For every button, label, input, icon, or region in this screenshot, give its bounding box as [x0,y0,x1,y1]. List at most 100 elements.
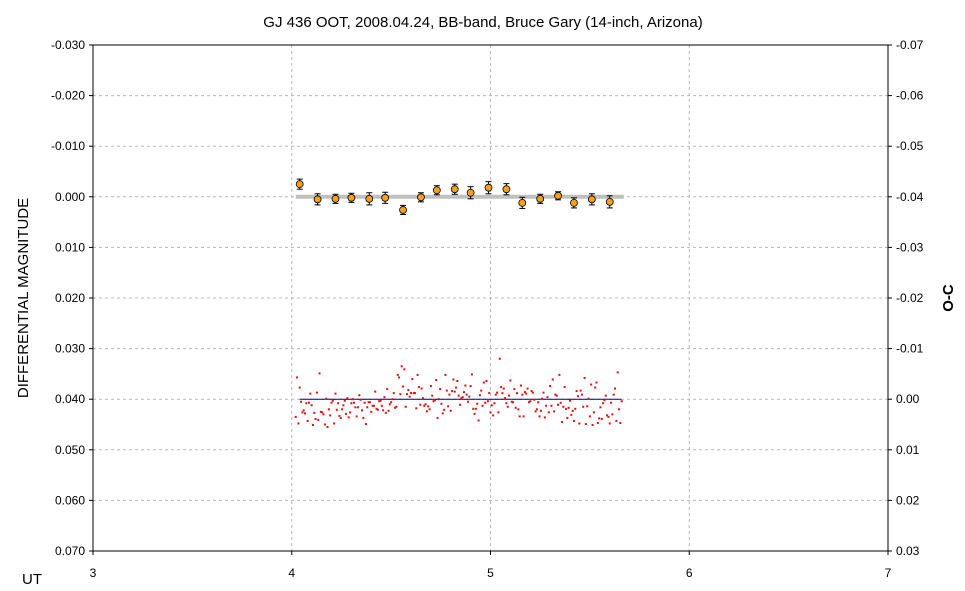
residual-point [489,411,492,414]
residual-point [415,407,418,410]
residual-point [576,395,579,398]
residual-point [474,407,477,410]
residual-point [459,403,462,406]
residual-point [555,394,558,397]
residual-point [398,376,401,379]
y-axis-label: DIFFERENTIAL MAGNITUDE [15,198,32,398]
residual-point [408,395,411,398]
residual-point [386,388,389,391]
binned-point [347,193,356,202]
residual-point [538,415,541,418]
residual-point [484,401,487,404]
residual-point [360,409,363,412]
residual-point [492,414,495,417]
residual-point [339,416,342,419]
residual-point [311,424,314,427]
residual-point [382,409,385,412]
binned-point [331,194,340,203]
residual-point [571,409,574,412]
residual-point [456,379,459,382]
binned-point [587,195,596,204]
residual-point [533,398,536,401]
x-axis: 3 4 5 6 7 [90,551,892,580]
binned-point [536,194,545,203]
residual-point [554,393,557,396]
residual-point [549,385,552,388]
residual-point [353,401,356,404]
residual-point [424,403,427,406]
residual-point [531,391,534,394]
residual-point [612,393,615,396]
residual-point [297,422,300,425]
residual-point [518,415,521,418]
residual-point [584,422,587,425]
residual-point [493,402,496,405]
residual-point [440,402,443,405]
residual-point [510,400,513,403]
residual-point [330,401,333,404]
residual-point [591,424,594,427]
x-tick-label: 5 [487,566,494,580]
y2-tick-label: -0.07 [896,38,924,52]
residual-point [611,413,614,416]
y2-tick-label: -0.03 [896,240,924,254]
residual-point [455,386,458,389]
residual-point [526,387,529,390]
y2-tick-label: 0.00 [896,392,920,406]
residual-point [449,409,452,412]
residual-point [559,401,562,404]
binned-point [381,193,390,202]
residual-point [530,390,533,393]
residual-point [436,416,439,419]
residual-point [388,403,391,406]
residual-point [314,417,317,420]
y-tick-label: -0.010 [51,139,85,153]
residual-point [294,415,297,418]
residual-point [618,408,621,411]
residual-point [594,386,597,389]
residual-point [572,419,575,422]
residual-point [445,389,448,392]
residual-point [606,414,609,417]
y-tick-label: 0.050 [55,443,85,457]
residual-point [313,411,316,414]
residual-point [470,373,473,376]
binned-point [295,180,304,189]
residual-point [354,406,357,409]
residual-point [579,389,582,392]
residual-point [349,411,352,414]
residual-point [350,402,353,405]
residual-point [588,415,591,418]
residual-point [387,409,390,412]
residual-point [529,400,532,403]
residual-point [602,402,605,405]
residual-point [323,423,326,426]
residual-point [537,401,540,404]
residual-point [505,402,508,405]
residual-point [453,390,456,393]
residual-point [300,400,303,403]
residual-point [367,401,370,404]
residual-point [306,419,309,422]
residual-point [469,385,472,388]
residual-point [345,412,348,415]
residual-point [347,416,350,419]
residual-point [539,409,542,412]
residual-point [478,394,481,397]
residual-point [534,410,537,413]
y2-tick-label: 0.01 [896,443,920,457]
residual-point [546,396,549,399]
residual-point [425,410,428,413]
residual-point [614,387,617,390]
residual-point [543,416,546,419]
residual-point [327,408,330,411]
residual-point [473,412,476,415]
y-tick-label: 0.010 [55,240,85,254]
y2-tick-label: -0.01 [896,342,924,356]
residual-point [427,405,430,408]
residual-point [599,406,602,409]
residual-point [525,392,528,395]
residual-point [421,397,424,400]
x-tick-label: 3 [90,566,97,580]
